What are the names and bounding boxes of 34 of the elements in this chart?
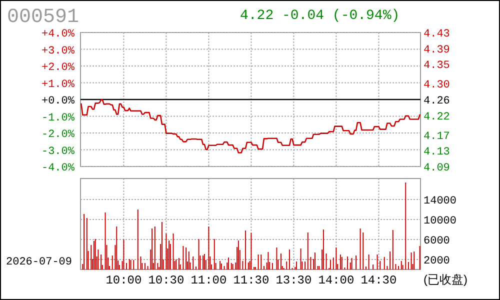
y2-tick-label: 4.17 bbox=[424, 130, 450, 143]
y2-tick-label: 6000 bbox=[424, 236, 450, 248]
y2-tick-label: 4.09 bbox=[424, 162, 450, 174]
x-tick-label: 11:00 bbox=[190, 274, 227, 288]
x-tick-label: 14:30 bbox=[360, 274, 397, 288]
y-tick-label: -4.0% bbox=[41, 162, 75, 174]
y-tick-label: +4.0% bbox=[41, 28, 75, 40]
y2-tick-label: 4.30 bbox=[424, 80, 450, 92]
x-tick-label: 11:30 bbox=[233, 274, 270, 288]
y2-tick-label: 4.43 bbox=[424, 28, 450, 40]
x-tick-label: 10:30 bbox=[148, 274, 184, 288]
y-tick-label: +1.0% bbox=[41, 78, 75, 91]
y-tick-label: +0.0% bbox=[41, 96, 75, 108]
x-tick-label: 14:00 bbox=[318, 274, 354, 288]
y-tick-label: +3.0% bbox=[41, 45, 75, 58]
text: 2026-07-09 bbox=[6, 256, 72, 268]
y2-tick-label: 4.35 bbox=[424, 60, 450, 72]
y2-tick-label: 4.13 bbox=[424, 146, 450, 159]
x-tick-label: 10:00 bbox=[106, 274, 142, 288]
y2-tick-label: 4.22 bbox=[424, 111, 450, 124]
y-tick-label: +2.0% bbox=[41, 62, 75, 74]
chart-subtitle: 4.22 -0.04 (-0.94%) bbox=[240, 8, 400, 24]
y2-tick-label: 4.39 bbox=[424, 44, 450, 56]
y-tick-label: -3.0% bbox=[41, 146, 75, 158]
y-tick-label: -1.0% bbox=[41, 112, 75, 124]
chart-title: 000591 bbox=[7, 6, 80, 29]
y2-tick-label: 14000 bbox=[424, 196, 457, 208]
line-series bbox=[80, 99, 420, 154]
x-tick-label: 13:30 bbox=[276, 274, 312, 288]
y2-tick-label: 4.26 bbox=[424, 96, 450, 108]
text: (已收盘) bbox=[424, 272, 468, 286]
y-tick-label: -2.0% bbox=[41, 129, 75, 141]
y2-tick-label: 2000 bbox=[424, 256, 450, 268]
y2-tick-label: 10000 bbox=[424, 216, 457, 228]
